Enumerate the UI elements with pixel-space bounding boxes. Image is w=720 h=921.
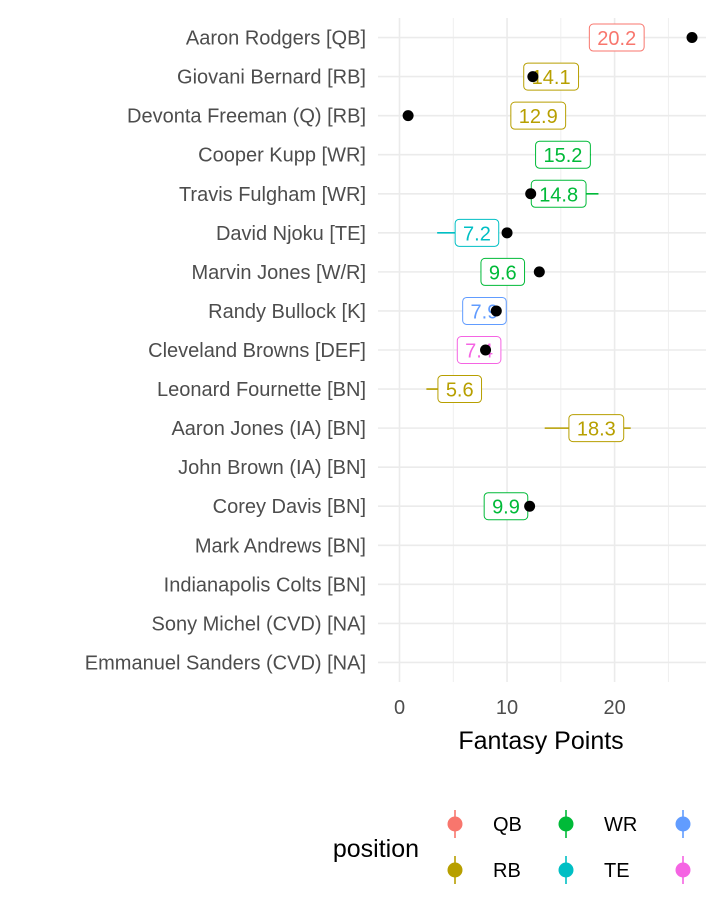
projection-label: 9.6 (489, 262, 517, 284)
legend-label: QB (493, 814, 522, 836)
legend-key-dot (447, 862, 463, 878)
y-axis-tick-labels: Aaron Rodgers [QB] Giovani Bernard [RB] De… (85, 28, 366, 675)
actual-point (501, 227, 513, 239)
y-tick-label: John Brown (IA) [BN] (178, 457, 366, 479)
legend-key-dot (675, 862, 691, 878)
y-tick-label: Mark Andrews [BN] (195, 535, 366, 557)
actual-point (525, 188, 537, 200)
projection-label: 5.6 (446, 380, 474, 402)
actual-point (533, 266, 545, 278)
y-tick-label: Devonta Freeman (Q) [RB] (127, 106, 366, 128)
projection-label-box (588, 23, 645, 52)
y-tick-label: Randy Bullock [K] (208, 301, 366, 323)
projection-label-box (535, 140, 591, 169)
y-tick-label: Leonard Fournette [BN] (157, 379, 366, 401)
y-tick-label: Giovani Bernard [RB] (177, 67, 366, 89)
projection-label-box (454, 218, 500, 247)
y-tick-label: Travis Fulgham [WR] (179, 184, 366, 206)
actual-point (524, 500, 536, 512)
y-tick-label: Cleveland Browns [DEF] (148, 340, 366, 362)
y-tick-label: Aaron Rodgers [QB] (186, 28, 366, 50)
legend-label: RB (493, 860, 521, 882)
actual-point (527, 71, 539, 83)
projection-label-box (510, 101, 567, 130)
x-axis-tick-labels: 0 10 20 (394, 697, 626, 719)
projection-label: 12.9 (519, 106, 558, 128)
projection-label: 20.2 (597, 28, 636, 50)
projection-label: 7.9 (471, 301, 499, 323)
legend-key-dot (675, 816, 691, 832)
projection-label: 14.1 (532, 67, 571, 89)
legend-key-dot (558, 816, 574, 832)
legend-label: WR (604, 814, 637, 836)
projection-label-box (480, 257, 526, 286)
actual-point (480, 344, 492, 356)
actual-point (490, 305, 502, 317)
actual-points (402, 32, 698, 512)
projection-label-box (437, 375, 483, 404)
x-axis-title: Fantasy Points (458, 727, 623, 755)
x-tick-label: 0 (394, 697, 405, 719)
legend-key-dot (447, 816, 463, 832)
projection-label: 14.8 (539, 184, 578, 206)
projection-label: 15.2 (544, 145, 583, 167)
y-tick-label: Aaron Jones (IA) [BN] (171, 418, 366, 440)
projection-label-box (462, 296, 507, 325)
legend: position QB WR RB TE (333, 810, 691, 884)
legend-label: TE (604, 860, 630, 882)
projection-labels: 20.214.112.915.214.87.29.67.97.45.618.39… (437, 23, 645, 521)
projection-label: 9.9 (492, 497, 520, 519)
legend-title: position (333, 835, 419, 863)
x-tick-label: 10 (496, 697, 518, 719)
y-tick-label: Marvin Jones [W/R] (192, 262, 366, 284)
projection-label-box (523, 62, 580, 91)
legend-key-dot (558, 862, 574, 878)
y-tick-label: Cooper Kupp [WR] (198, 145, 366, 167)
projection-label: 18.3 (577, 419, 616, 441)
projection-label: 7.2 (463, 223, 491, 245)
y-tick-label: Corey Davis [BN] (213, 496, 366, 518)
actual-point (402, 110, 414, 122)
y-tick-label: David Njoku [TE] (216, 223, 366, 245)
projection-label-box (568, 414, 625, 443)
y-tick-label: Indianapolis Colts [BN] (164, 574, 366, 596)
y-tick-label: Sony Michel (CVD) [NA] (152, 613, 367, 635)
x-tick-label: 20 (603, 697, 625, 719)
projection-label-box (456, 336, 502, 364)
actual-point (686, 32, 698, 44)
y-tick-label: Emmanuel Sanders (CVD) [NA] (85, 652, 366, 674)
